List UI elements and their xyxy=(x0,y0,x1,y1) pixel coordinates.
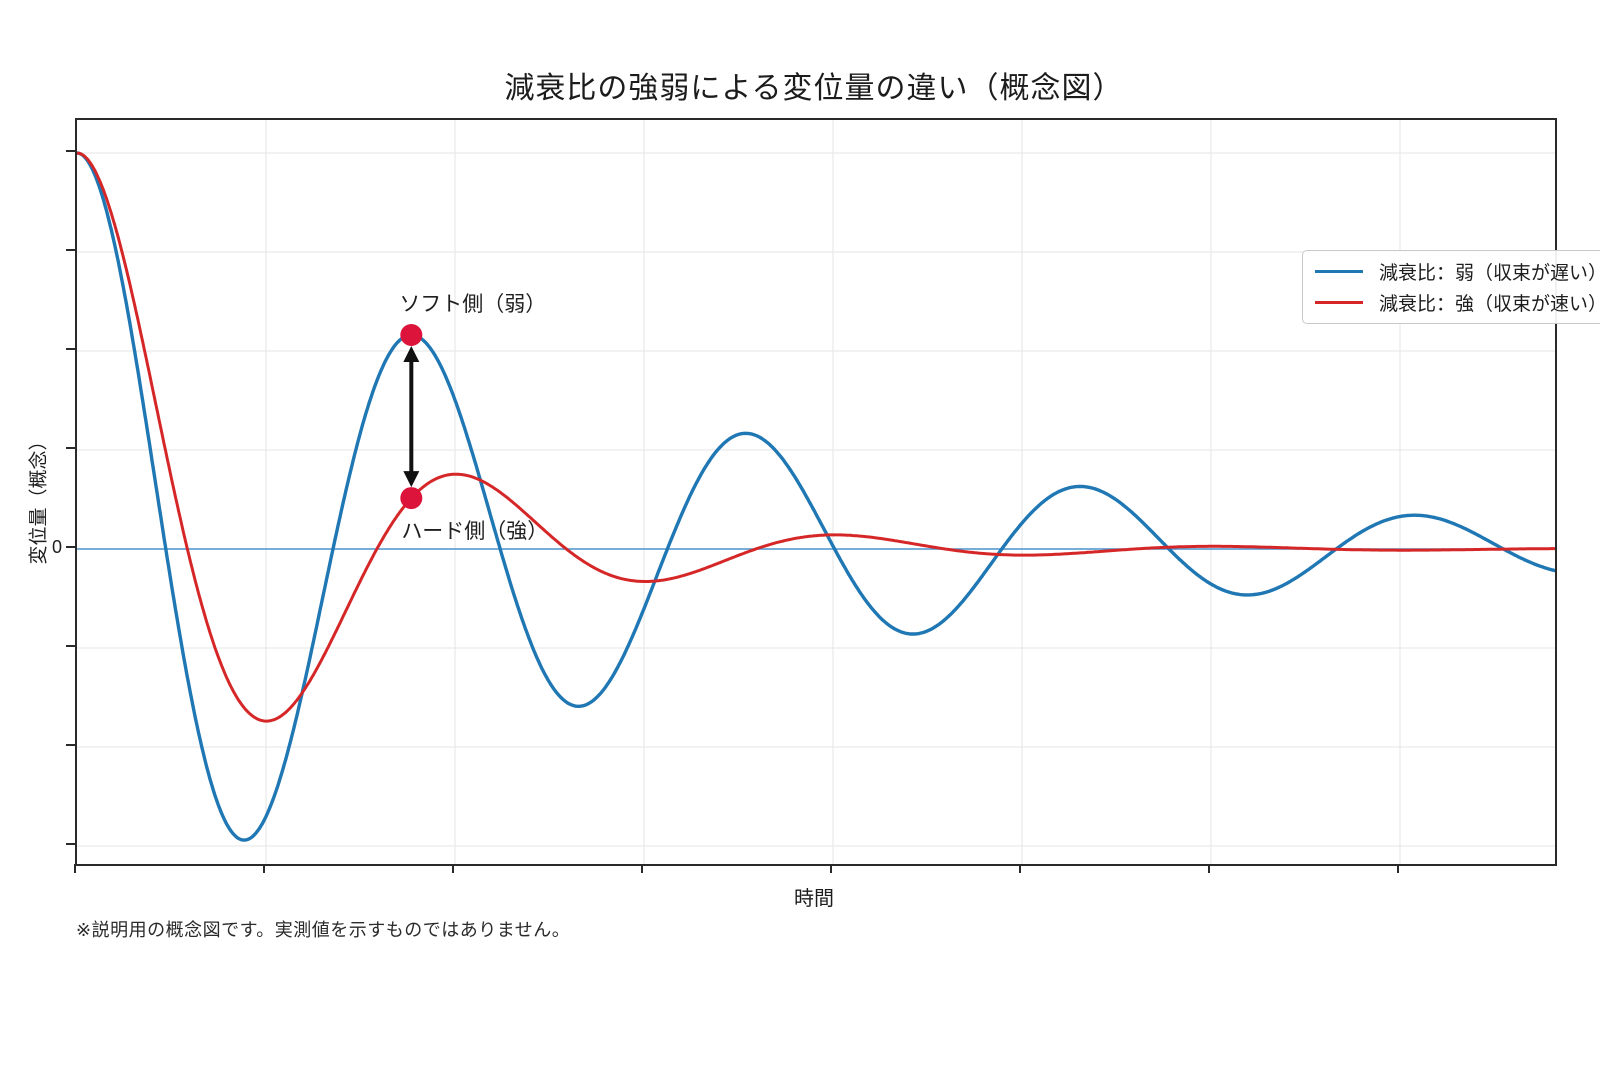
x-axis-tick xyxy=(1397,864,1399,873)
arrowhead-down-icon xyxy=(403,471,420,488)
disclaimer-note: ※説明用の概念図です。実測値を示すものではありません。 xyxy=(76,920,571,940)
weak-line-sample xyxy=(1315,270,1363,273)
strong-damping-curve xyxy=(77,151,1555,723)
y-axis-tick xyxy=(66,546,75,548)
y-axis-tick xyxy=(66,447,75,449)
y-tick-label-zero: 0 xyxy=(51,537,62,557)
y-axis-tick xyxy=(66,744,75,746)
soft-side-marker xyxy=(400,323,423,346)
hard-side-marker xyxy=(400,487,423,510)
legend-item-strong: 減衰比：強（収束が速い） xyxy=(1315,287,1600,318)
strong-line-sample xyxy=(1315,301,1363,304)
y-axis-tick xyxy=(66,348,75,350)
soft-side-annotation: ソフト側（弱） xyxy=(399,292,547,316)
x-axis-tick xyxy=(263,864,265,873)
y-axis-tick xyxy=(66,645,75,647)
legend-label-weak: 減衰比：弱（収束が遅い） xyxy=(1379,263,1600,284)
hard-side-annotation: ハード側（強） xyxy=(401,520,549,544)
plot-svg xyxy=(77,120,1555,864)
x-axis-tick xyxy=(74,864,76,873)
x-axis-tick xyxy=(1019,864,1021,873)
y-axis-tick xyxy=(66,843,75,845)
y-axis-tick xyxy=(66,150,75,152)
x-axis-label: 時間 xyxy=(794,888,834,910)
x-axis-tick xyxy=(830,864,832,873)
x-axis-tick xyxy=(641,864,643,873)
y-axis-tick xyxy=(66,249,75,251)
legend-item-weak: 減衰比：弱（収束が遅い） xyxy=(1315,256,1600,287)
legend-box: 減衰比：弱（収束が遅い） 減衰比：強（収束が速い） xyxy=(1302,250,1600,324)
plot-area: 減衰比：弱（収束が遅い） 減衰比：強（収束が速い） ソフト側（弱） ハード側（強… xyxy=(75,118,1600,866)
weak-damping-curve xyxy=(77,151,1555,842)
chart-title: 減衰比の強弱による変位量の違い（概念図） xyxy=(504,72,1124,105)
x-axis-tick xyxy=(452,864,454,873)
arrowhead-up-icon xyxy=(403,345,420,362)
legend-label-strong: 減衰比：強（収束が速い） xyxy=(1379,294,1600,315)
x-axis-tick xyxy=(1208,864,1210,873)
